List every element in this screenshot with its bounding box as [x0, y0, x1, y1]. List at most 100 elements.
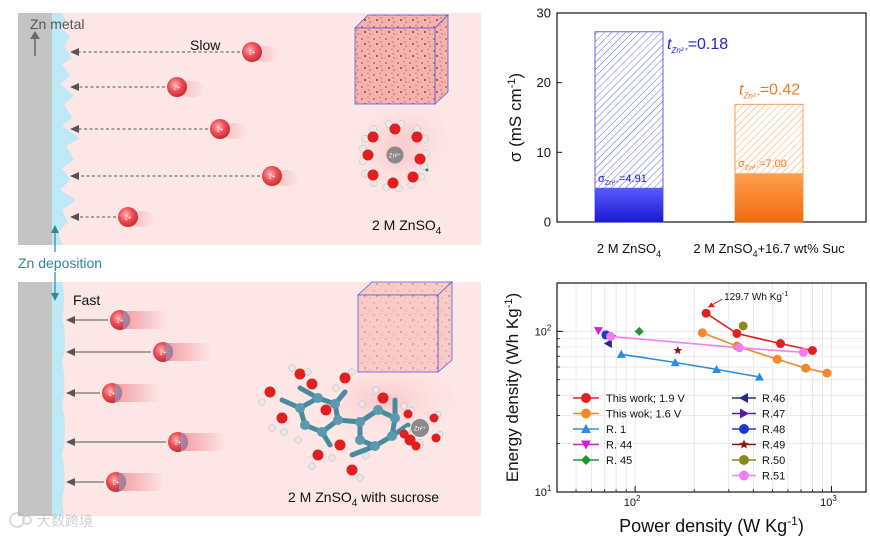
hydrogen-atom: [348, 368, 356, 376]
callout-arrow: [708, 302, 716, 308]
transference-number-label: tZn²⁺=0.18: [667, 36, 728, 55]
zn-ion: [262, 166, 282, 186]
zinc-atom: [386, 146, 404, 164]
data-point: [593, 327, 603, 336]
oxygen-atom: [276, 412, 288, 424]
series: [697, 328, 832, 378]
legend-item: R.48: [732, 424, 785, 436]
md-simulation-cube-top: [354, 14, 449, 105]
oxygen-atom: [414, 153, 426, 165]
series-line: [621, 353, 760, 378]
data-point: [740, 408, 749, 419]
carbon-atom: [355, 435, 365, 445]
oxygen-atom: [306, 378, 318, 390]
oxygen-atom: [334, 439, 346, 451]
slow-ion-group: 2+ 2+ 2+ 2+ 2+: [70, 42, 300, 227]
series: [603, 339, 612, 349]
hydrogen-atom: [268, 424, 276, 432]
carbon-atom: [373, 405, 383, 415]
ion-label: 2+: [160, 351, 167, 357]
y-tick-label: 0: [544, 215, 551, 230]
hydrogen-atom: [280, 428, 288, 436]
y-tick-label: 20: [537, 75, 551, 90]
fast-label: Fast: [73, 292, 100, 308]
arrow-head: [70, 83, 79, 91]
arrow-head: [70, 172, 79, 180]
bottom-electrolyte-label: 2 M ZnSO4 with sucrose: [288, 489, 439, 509]
oxygen-atom: [387, 177, 399, 189]
series: [701, 308, 817, 356]
data-point: [754, 372, 764, 381]
legend-label: R.48: [762, 424, 785, 436]
arrow-head: [66, 438, 75, 446]
data-point: [634, 326, 644, 336]
hydrogen-atom: [400, 402, 408, 410]
data-point: [697, 328, 707, 338]
legend-label: R.46: [762, 393, 785, 405]
data-point: [772, 354, 782, 364]
data-point: [581, 440, 591, 450]
transference-number-label: tZn²⁺=0.42: [739, 81, 800, 100]
arrow-head: [66, 478, 75, 486]
zn-conductivity-bar: [595, 187, 663, 222]
data-point: [732, 328, 742, 338]
oxygen-atom: [367, 131, 379, 143]
schematic-panel: Zn metal Zn deposition Slow Fast 2+2+2+2…: [8, 13, 481, 529]
arrow-head: [66, 348, 75, 356]
y-axis-label: Energy density (Wh Kg-1): [503, 293, 522, 482]
series: [616, 349, 764, 381]
oxygen-atom: [377, 392, 389, 404]
ion-tail: [112, 384, 160, 402]
series: [738, 321, 748, 331]
legend-item: R.47: [732, 408, 785, 421]
ion-tail: [120, 311, 168, 329]
hydrogen-atom: [362, 452, 370, 460]
arrow-head: [70, 125, 79, 133]
carbon-atom: [355, 417, 365, 427]
data-point: [581, 408, 591, 419]
oxygen-atom: [411, 131, 423, 143]
zn-metal-slab-bottom: [18, 282, 52, 516]
y-tick-label: 101: [535, 484, 552, 499]
data-point: [739, 439, 749, 449]
plot-frame: [556, 282, 867, 493]
legend-item: R. 45: [573, 455, 632, 467]
series: [606, 331, 808, 357]
carbon-atom: [390, 413, 400, 423]
ion-shadow: [119, 472, 126, 492]
hydrogen-atom: [308, 462, 316, 470]
sigma-zn-label: σZn²⁺=7.00: [738, 158, 787, 172]
carbon-atom: [387, 431, 397, 441]
oxygen-atom: [403, 409, 413, 419]
zn-ion: [118, 207, 138, 227]
ion-shadow: [115, 383, 122, 403]
x-axis-label: Power density (W Kg-1): [619, 514, 804, 536]
arrow-head: [70, 48, 79, 56]
watermark-text: 大数跨境: [37, 513, 93, 529]
conductivity-bar-chart: 0 10 20 30 σ (mS cm-1) σZn²⁺=4.91 tZn²⁺=0.18 2 …: [506, 6, 867, 259]
ion-shadow: [166, 342, 173, 362]
y-tick-label: 102: [535, 323, 552, 338]
oxygen-atom: [346, 464, 358, 476]
hydrogen-atom: [294, 436, 302, 444]
arrow-head: [66, 316, 75, 324]
data-point: [712, 364, 722, 373]
hydrogen-atom: [332, 384, 340, 392]
oxygen-atom: [399, 429, 409, 439]
x-tick-label: 102: [624, 494, 641, 509]
ion-label: 2+: [175, 441, 182, 447]
watermark: 大数跨境: [9, 512, 93, 529]
ion-label: 2+: [269, 175, 276, 181]
hydrogen-atom: [356, 474, 364, 482]
ion-label: 2+: [174, 86, 181, 92]
legend-item: R.46: [732, 393, 785, 405]
data-point: [738, 321, 748, 331]
legend-item: R. 44: [573, 440, 632, 452]
ion-label: 2+: [125, 216, 132, 222]
series-line: [705, 312, 813, 352]
data-point: [670, 357, 680, 367]
dendrite-deposit: [52, 13, 80, 245]
deposition-arrow-down: [51, 293, 59, 301]
series: [634, 326, 644, 336]
